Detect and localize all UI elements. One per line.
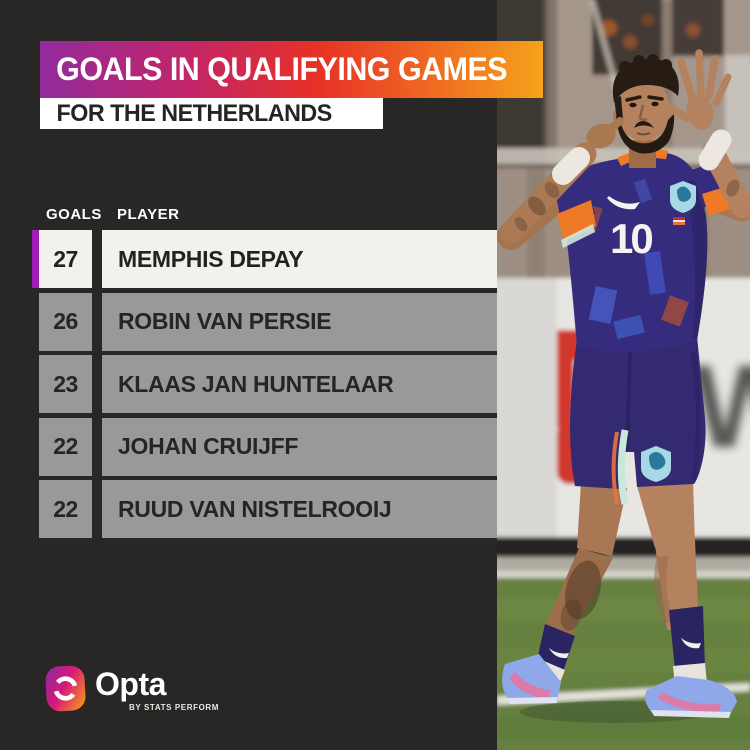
- table-row: 22 RUUD VAN NISTELROOIJ: [39, 480, 497, 538]
- player-jersey: 10: [553, 149, 738, 352]
- player-shorts: [570, 336, 706, 505]
- player-figure: 10: [497, 49, 750, 723]
- opta-logo-icon: [45, 665, 86, 712]
- player-column-header: PLAYER: [117, 206, 180, 223]
- highlight-accent-bar: [32, 230, 39, 288]
- subtitle-bar: FOR THE NETHERLANDS: [40, 98, 383, 129]
- table-row: 22 JOHAN CRUIJFF: [39, 417, 497, 476]
- leaderboard-table: 27 MEMPHIS DEPAY 26 ROBIN VAN PERSIE 23 …: [39, 230, 497, 543]
- player-cell: KLAAS JAN HUNTELAAR: [102, 355, 497, 413]
- goals-cell: 26: [39, 292, 92, 351]
- opta-subbrand: BY STATS PERFORM: [129, 703, 220, 712]
- shorts-crest: [641, 446, 671, 482]
- player-forearms: [499, 49, 750, 244]
- goals-column-header: GOALS: [46, 206, 102, 223]
- jersey-crest: [670, 181, 696, 213]
- page-subtitle: FOR THE NETHERLANDS: [56, 99, 332, 127]
- opta-wordmark: Opta: [95, 666, 166, 702]
- player-legs: [502, 480, 737, 718]
- table-row: 27 MEMPHIS DEPAY: [39, 230, 497, 288]
- table-row: 23 KLAAS JAN HUNTELAAR: [39, 355, 497, 413]
- title-bar: GOALS IN QUALIFYING GAMES: [40, 41, 543, 98]
- jersey-number: 10: [610, 215, 652, 262]
- goals-cell: 23: [39, 355, 92, 413]
- player-cell: ROBIN VAN PERSIE: [102, 292, 497, 351]
- flag-patch: [673, 217, 685, 225]
- player-cell: MEMPHIS DEPAY: [102, 230, 497, 288]
- goals-cell: 22: [39, 417, 92, 476]
- page-title: GOALS IN QUALIFYING GAMES: [56, 51, 508, 87]
- goals-cell: 27: [39, 230, 92, 288]
- player-cell: JOHAN CRUIJFF: [102, 417, 497, 476]
- table-row: 26 ROBIN VAN PERSIE: [39, 292, 497, 351]
- goals-cell: 22: [39, 480, 92, 538]
- player-photo: W: [497, 0, 750, 750]
- player-cell: RUUD VAN NISTELROOIJ: [102, 480, 497, 538]
- player-head: [612, 54, 679, 168]
- jersey-swoosh: [607, 196, 640, 210]
